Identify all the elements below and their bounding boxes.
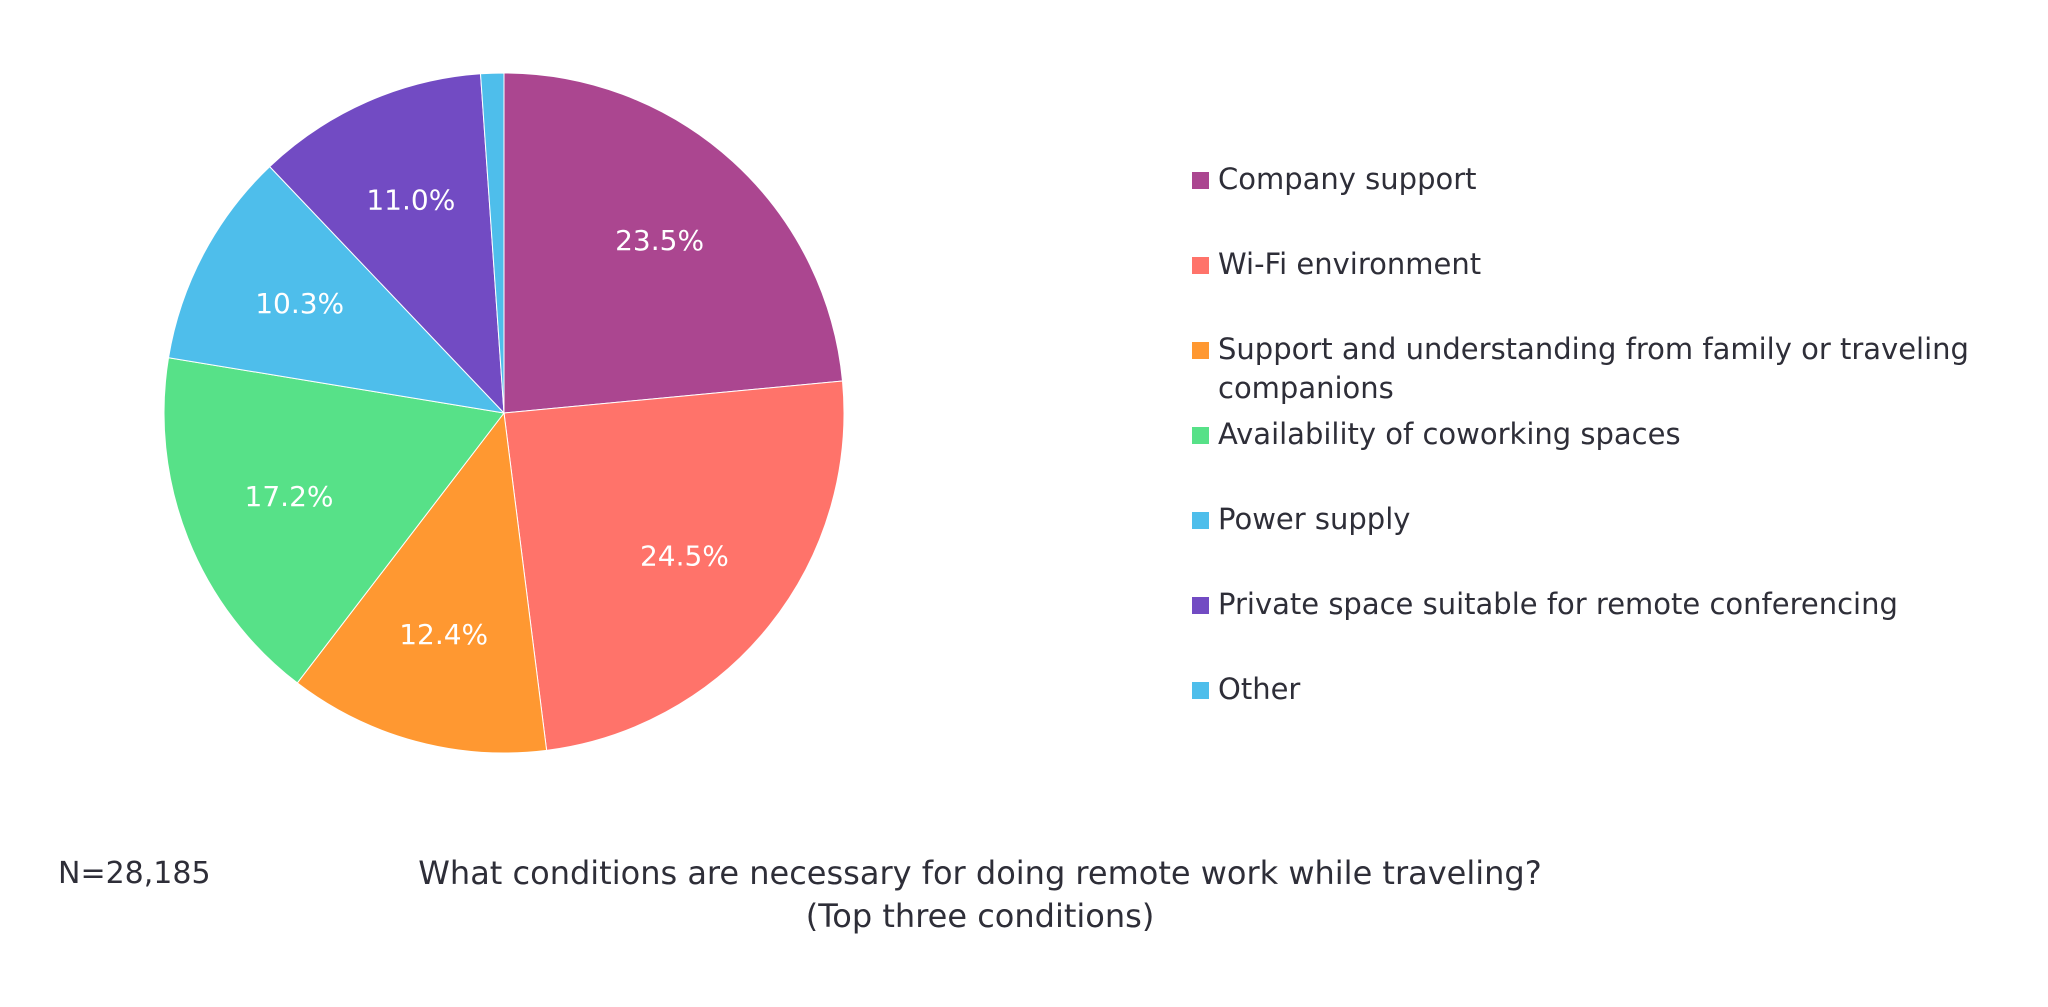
legend-label: Private space suitable for remote confer…: [1218, 587, 1898, 621]
legend-item-power-supply: Power supply: [1192, 500, 2028, 539]
sample-size-note: N=28,185: [58, 856, 211, 891]
slice-value-label: 24.5%: [640, 540, 729, 573]
legend-label: Availability of coworking spaces: [1218, 417, 1681, 451]
legend-swatch: [1192, 342, 1209, 359]
legend-swatch: [1192, 427, 1209, 444]
chart-subtitle: (Top three conditions): [805, 897, 1155, 935]
chart-title: What conditions are necessary for doing …: [418, 854, 1542, 892]
legend-label: Other: [1218, 672, 1301, 706]
legend-swatch: [1192, 597, 1209, 614]
slice-value-label: 10.3%: [255, 287, 344, 320]
pie-slice: [163, 357, 505, 684]
legend-swatch: [1192, 682, 1209, 699]
pie-slice: [503, 72, 844, 414]
pie-slice: [167, 165, 506, 414]
legend-item-other: Other: [1192, 670, 2028, 709]
pie-slice: [296, 411, 548, 754]
slice-value-label: 17.2%: [245, 480, 334, 513]
chart-title-block: What conditions are necessary for doing …: [330, 852, 1630, 938]
slice-value-label: 23.5%: [615, 224, 704, 257]
legend-item-family-support: Support and understanding from family or…: [1192, 330, 2028, 408]
legend-swatch: [1192, 512, 1209, 529]
legend-swatch: [1192, 257, 1209, 274]
legend-label: Company support: [1218, 162, 1477, 196]
legend-item-private-space: Private space suitable for remote confer…: [1192, 585, 2028, 624]
legend-item-coworking-spaces: Availability of coworking spaces: [1192, 415, 2028, 454]
legend-label: Wi-Fi environment: [1218, 247, 1482, 281]
legend-swatch: [1192, 172, 1209, 189]
legend-label: Power supply: [1218, 502, 1411, 536]
pie-slice: [479, 72, 505, 414]
slice-value-label: 12.4%: [399, 618, 488, 651]
pie-slice: [268, 73, 505, 415]
legend-item-company-support: Company support: [1192, 160, 2028, 199]
legend-label: Support and understanding from family or…: [1218, 332, 1969, 405]
legend-item-wifi-environment: Wi-Fi environment: [1192, 245, 2028, 284]
slice-value-label: 11.0%: [366, 183, 455, 216]
pie-slice: [503, 380, 845, 751]
